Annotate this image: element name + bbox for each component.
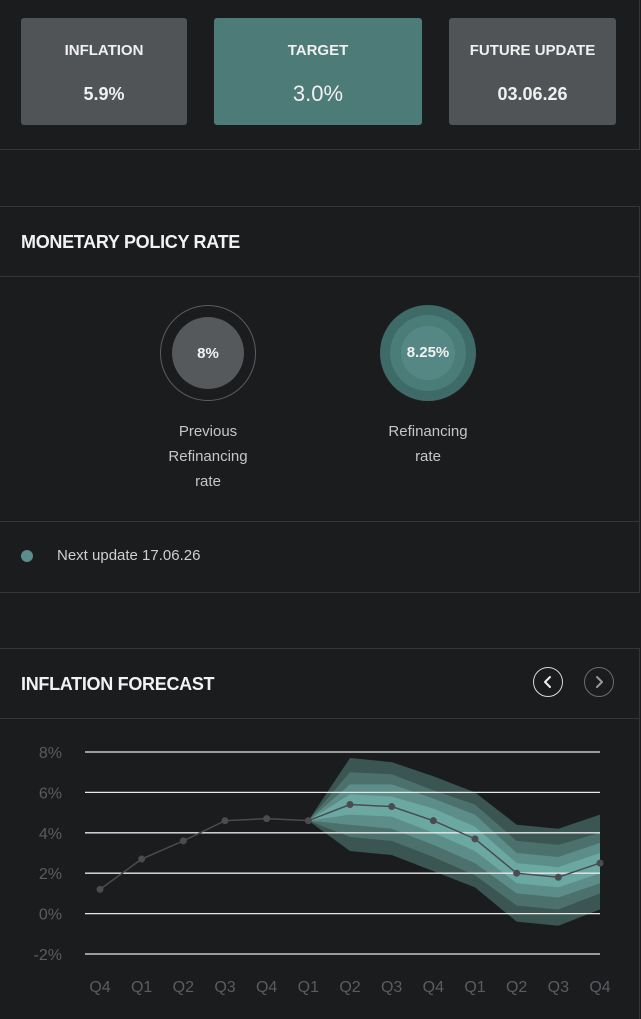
divider (0, 276, 639, 277)
x-tick-label: Q2 (173, 979, 194, 996)
y-tick-label: 4% (39, 826, 62, 843)
y-tick-label: 2% (39, 866, 62, 883)
caption-line: Previous (178, 423, 238, 440)
x-tick-label: Q4 (89, 979, 110, 996)
monetary-policy-panel: MONETARY POLICY RATE 8% Previous Refinan… (0, 206, 640, 593)
data-point (138, 855, 146, 863)
inflation-card: INFLATION 5.9% (21, 18, 187, 125)
caption-line: Refinancing (388, 423, 468, 440)
current-rate-value: 8.25% (406, 344, 450, 361)
x-tick-label: Q3 (381, 979, 402, 996)
x-tick-label: Q4 (423, 979, 444, 996)
x-tick-label: Q3 (548, 979, 569, 996)
divider (0, 718, 639, 719)
caption-line: rate (195, 473, 221, 490)
previous-rate-circle: 8% (160, 305, 256, 401)
divider (0, 521, 639, 522)
chevron-right-icon (596, 676, 603, 688)
chevron-left-icon (544, 676, 551, 688)
future-update-card: FUTURE UPDATE 03.06.26 (449, 18, 616, 125)
data-point (554, 873, 562, 881)
y-tick-label: -2% (34, 947, 62, 964)
next-period-button[interactable] (584, 667, 614, 697)
caption-line: rate (415, 448, 441, 465)
panel-title: MONETARY POLICY RATE (21, 232, 241, 252)
x-tick-label: Q4 (256, 979, 277, 996)
data-point (304, 817, 312, 825)
previous-rate-fill (172, 317, 244, 389)
current-rate-circle: 8.25% (380, 305, 476, 401)
target-card: TARGET 3.0% (214, 18, 422, 125)
x-tick-label: Q2 (506, 979, 527, 996)
data-point (596, 859, 604, 867)
fan-band (308, 794, 600, 888)
data-point (263, 815, 271, 823)
x-tick-label: Q4 (589, 979, 610, 996)
target-label: TARGET (287, 42, 349, 59)
x-tick-label: Q1 (464, 979, 485, 996)
prev-period-button[interactable] (533, 667, 563, 697)
data-point (221, 817, 229, 825)
y-tick-label: 0% (39, 907, 62, 924)
forecast-title: INFLATION FORECAST (21, 674, 215, 694)
data-point (429, 817, 437, 825)
data-point (96, 885, 104, 893)
inflation-label: INFLATION (64, 42, 144, 59)
current-rate-caption: Refinancing rate (358, 419, 498, 469)
previous-rate-caption: Previous Refinancing rate (138, 419, 278, 494)
inflation-value: 5.9% (83, 84, 125, 104)
inflation-forecast-chart: 8% 6% 4% 2% 0% -2% Q4 Q1 Q2 Q3 Q4 Q1 Q2 Q3 Q4 Q1 Q2 Q3 Q4 (34, 745, 611, 996)
x-tick-label: Q3 (214, 979, 235, 996)
previous-rate-value: 8% (197, 345, 219, 362)
caption-line: Refinancing (168, 448, 248, 465)
target-value: 3.0% (292, 81, 344, 106)
data-point (388, 803, 396, 811)
x-tick-label: Q2 (339, 979, 360, 996)
y-tick-label: 6% (39, 785, 62, 802)
future-update-value: 03.06.26 (497, 84, 568, 104)
x-tick-label: Q1 (131, 979, 152, 996)
data-point (346, 801, 354, 809)
inflation-forecast-panel: INFLATION FORECAST (0, 648, 640, 1019)
status-dot-icon (21, 550, 33, 562)
stats-bar: INFLATION 5.9% TARGET 3.0% FUTURE UPDATE… (0, 0, 640, 150)
data-point (179, 837, 187, 845)
y-tick-label: 8% (39, 745, 62, 762)
data-point (513, 869, 521, 877)
future-update-label: FUTURE UPDATE (469, 42, 596, 59)
current-rate-fill (401, 326, 455, 380)
x-tick-label: Q1 (298, 979, 319, 996)
next-update-text: Next update 17.06.26 (57, 547, 201, 564)
data-point (471, 835, 479, 843)
